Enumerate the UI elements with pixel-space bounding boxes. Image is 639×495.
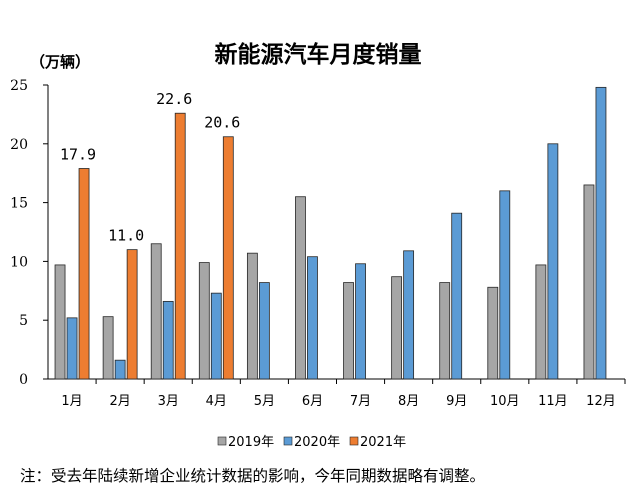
- bar-2021年-2月: [126, 249, 138, 380]
- x-tick-label: 3月: [158, 394, 179, 409]
- x-tick-label: 7月: [350, 394, 371, 409]
- x-tick-label: 10月: [490, 394, 520, 409]
- bar-2019年-5月: [246, 252, 258, 380]
- x-tick-label: 5月: [254, 394, 275, 409]
- x-tick-label: 8月: [398, 394, 419, 409]
- bar-2019年-11月: [535, 264, 547, 380]
- bar-2021年-3月: [174, 112, 186, 380]
- bar-2019年-8月: [391, 276, 403, 380]
- legend-label: 2019年: [228, 435, 274, 450]
- legend-swatch: [349, 436, 359, 446]
- bar-2020年-10月: [499, 190, 511, 380]
- legend-label: 2021年: [360, 435, 406, 450]
- bar-2019年-3月: [150, 243, 162, 380]
- x-tick-label: 2月: [109, 394, 130, 409]
- bar-2021年-4月: [222, 136, 234, 380]
- bar-2020年-4月: [210, 292, 222, 380]
- legend-swatch: [283, 436, 293, 446]
- bars: [54, 86, 607, 380]
- x-tick-label: 11月: [538, 394, 568, 409]
- data-label: 20.6: [204, 114, 240, 132]
- y-tick-label: 5: [19, 313, 28, 329]
- y-axis-unit-label: （万辆）: [30, 53, 90, 71]
- data-label: 11.0: [108, 227, 144, 245]
- legend-swatch: [217, 436, 227, 446]
- bar-2020年-8月: [403, 250, 415, 380]
- bar-2020年-2月: [114, 359, 126, 380]
- x-tick-label: 9月: [446, 394, 467, 409]
- legend-label: 2020年: [294, 435, 340, 450]
- y-tick-label: 25: [10, 78, 28, 94]
- x-tick-label: 4月: [206, 394, 227, 409]
- y-tick-label: 20: [10, 137, 28, 153]
- bar-2020年-6月: [307, 256, 318, 380]
- bar-2020年-9月: [451, 212, 463, 380]
- y-tick-label: 0: [19, 372, 28, 388]
- bar-2019年-12月: [583, 184, 595, 380]
- x-tick-label: 1月: [61, 394, 82, 409]
- bar-2020年-5月: [258, 282, 270, 380]
- bar-2020年-7月: [355, 263, 366, 380]
- y-tick-label: 10: [10, 254, 28, 270]
- bar-2019年-10月: [487, 286, 499, 380]
- data-label: 22.6: [156, 90, 192, 108]
- footnote: 注：受去年陆续新增企业统计数据的影响，今年同期数据略有调整。: [20, 467, 485, 485]
- legend: 2019年 2020年 2021年: [217, 435, 406, 450]
- bar-2020年-1月: [66, 317, 78, 380]
- chart-title: 新能源汽车月度销量: [215, 41, 422, 68]
- bar-2020年-12月: [595, 86, 607, 380]
- bar-2021年-1月: [78, 168, 90, 380]
- bar-2019年-4月: [198, 262, 210, 380]
- bar-2020年-11月: [547, 143, 559, 380]
- axes: 0 5 10 15 20 25 1月 2月 3月 4月 5月 6月 7月 8月 9月 10月 11月 12月: [10, 78, 626, 409]
- bar-2020年-3月: [162, 300, 174, 380]
- bar-2019年-1月: [54, 264, 66, 380]
- data-label: 17.9: [60, 145, 96, 163]
- data-labels: 17.9 11.0 22.6 20.6: [60, 90, 240, 244]
- x-tick-label: 6月: [302, 394, 323, 409]
- x-tick-label: 12月: [586, 394, 616, 409]
- bar-2019年-7月: [343, 282, 354, 380]
- y-tick-label: 15: [10, 196, 28, 212]
- bar-2019年-6月: [295, 196, 306, 380]
- bar-2019年-9月: [439, 282, 451, 380]
- bar-2019年-2月: [102, 316, 114, 380]
